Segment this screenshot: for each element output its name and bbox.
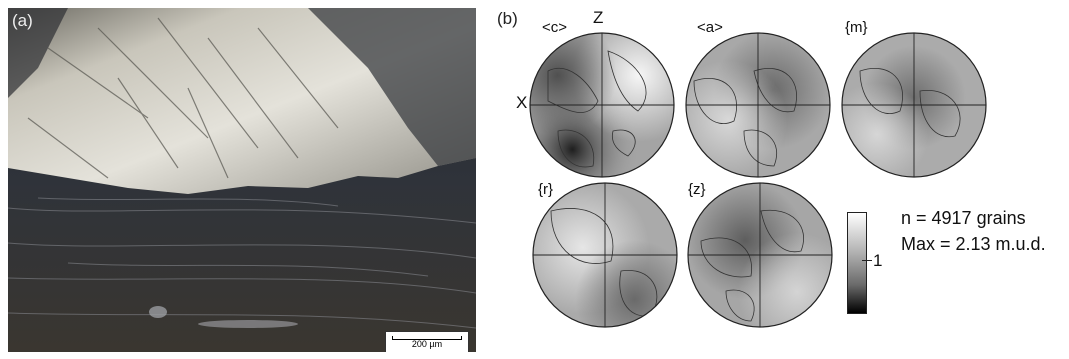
pole-figure-z-label: {z} [688, 181, 706, 198]
axis-x-label: X [516, 93, 528, 112]
colorbar-tick [862, 260, 872, 261]
pole-figure-r-label: {r} [538, 181, 554, 198]
scale-bar-line [392, 336, 462, 340]
micrograph-texture [8, 8, 476, 352]
pole-figure-a-label: <a> [697, 19, 723, 36]
colorbar-value-label: 1 [873, 251, 883, 270]
axis-z-label: Z [593, 8, 604, 27]
micrograph-image: (a) 200 µm [8, 8, 476, 352]
pole-figure-c-label: <c> [542, 19, 568, 36]
pole-figure-z [687, 182, 833, 328]
pole-figure-r [532, 182, 678, 328]
grain-count-text: n = 4917 grains [901, 208, 1026, 228]
density-colorbar [847, 212, 867, 314]
panel-b-label: (b) [497, 9, 518, 28]
scale-bar: 200 µm [385, 331, 469, 352]
panel-a-label: (a) [12, 11, 33, 30]
pole-figure-m-label: {m} [845, 19, 868, 36]
max-density-text: Max = 2.13 m.u.d. [901, 234, 1046, 254]
pole-figure-a [685, 32, 831, 178]
pole-figure-c [529, 32, 675, 178]
pole-figure-m [841, 32, 987, 178]
scale-bar-label: 200 µm [411, 339, 443, 349]
